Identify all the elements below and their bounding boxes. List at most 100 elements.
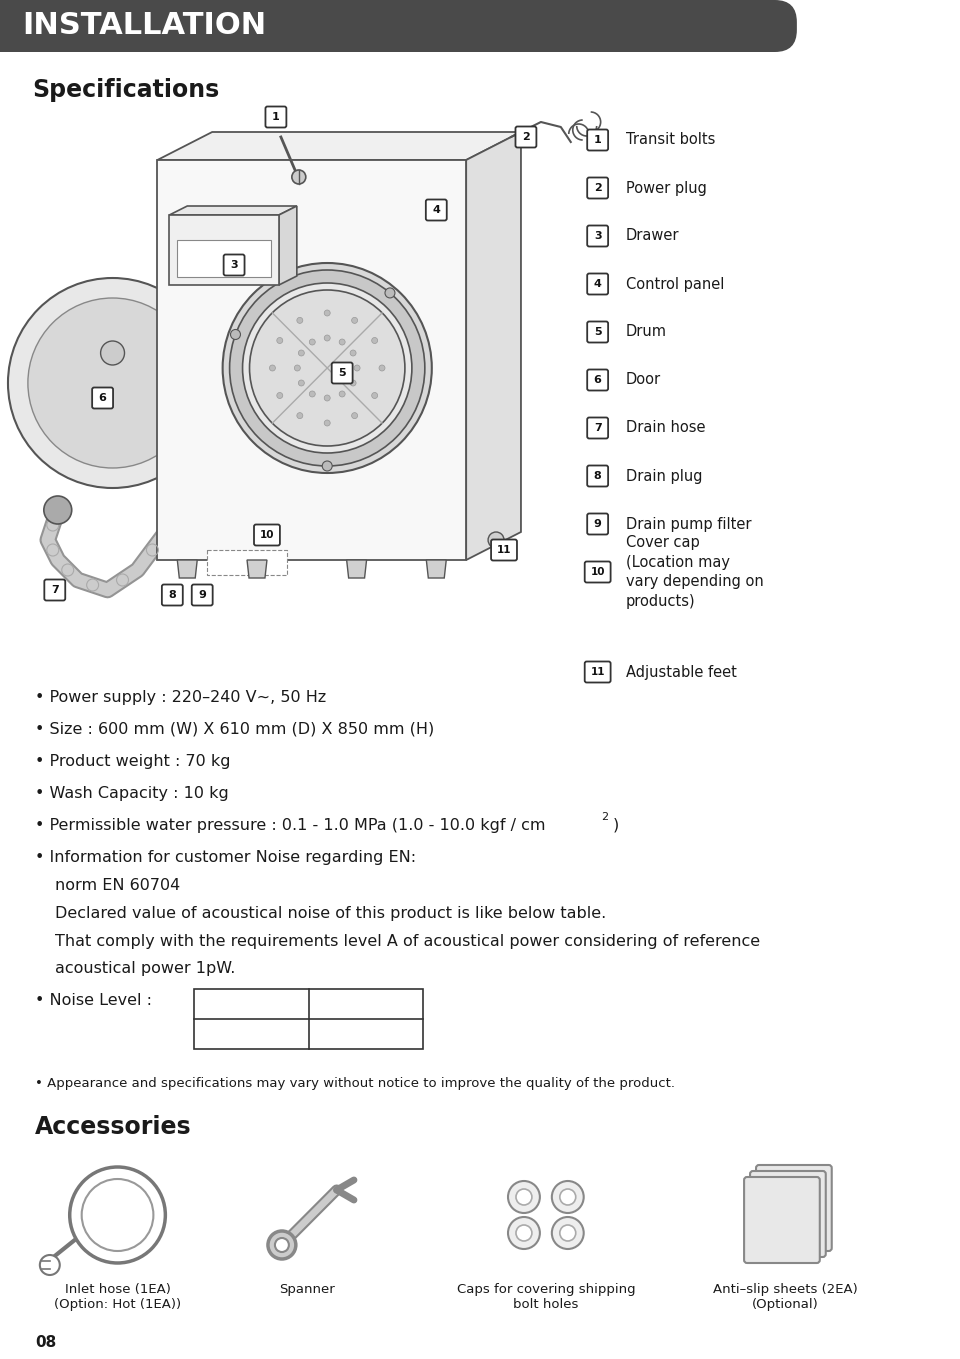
Text: acoustical power 1pW.: acoustical power 1pW. [55, 961, 235, 976]
Polygon shape [467, 132, 521, 560]
Circle shape [351, 318, 357, 323]
Circle shape [516, 1189, 532, 1205]
FancyBboxPatch shape [750, 1171, 826, 1257]
Circle shape [292, 170, 306, 183]
Circle shape [101, 341, 125, 366]
Text: 9: 9 [199, 590, 206, 601]
Circle shape [372, 393, 377, 398]
FancyBboxPatch shape [756, 1165, 831, 1252]
Circle shape [339, 391, 346, 397]
Circle shape [372, 337, 377, 344]
Text: 11: 11 [590, 667, 605, 677]
FancyBboxPatch shape [492, 540, 517, 560]
Text: • Wash Capacity : 10 kg: • Wash Capacity : 10 kg [35, 786, 228, 800]
Polygon shape [279, 207, 297, 285]
FancyBboxPatch shape [44, 579, 65, 601]
Polygon shape [247, 560, 267, 578]
Text: Transit bolts: Transit bolts [626, 132, 715, 148]
Text: 1: 1 [272, 111, 279, 122]
Circle shape [223, 264, 432, 473]
FancyBboxPatch shape [588, 226, 608, 246]
Polygon shape [169, 207, 297, 215]
Text: 5: 5 [338, 368, 346, 378]
Bar [194, 989, 423, 1049]
Circle shape [516, 1224, 532, 1241]
Text: Anti–slip sheets (2EA)
(Optional): Anti–slip sheets (2EA) (Optional) [712, 1283, 857, 1311]
Text: • Product weight : 70 kg: • Product weight : 70 kg [35, 754, 230, 769]
Circle shape [299, 351, 304, 356]
Circle shape [250, 289, 405, 446]
Text: Declared value of acoustical noise of this product is like below table.: Declared value of acoustical noise of th… [55, 906, 606, 921]
Polygon shape [178, 560, 197, 578]
Circle shape [323, 461, 332, 472]
Circle shape [243, 283, 412, 453]
Text: Caps for covering shipping
bolt holes: Caps for covering shipping bolt holes [457, 1283, 636, 1311]
FancyBboxPatch shape [585, 662, 611, 682]
Text: Wash: Wash [231, 1026, 272, 1041]
Circle shape [229, 270, 425, 466]
Text: • Noise Level :: • Noise Level : [35, 993, 152, 1008]
Text: 3: 3 [230, 260, 238, 270]
Circle shape [351, 413, 357, 419]
Text: Power plug: Power plug [626, 181, 707, 196]
Circle shape [230, 329, 240, 340]
Text: 7: 7 [594, 423, 602, 434]
Circle shape [350, 381, 356, 386]
Text: 5: 5 [594, 328, 602, 337]
Text: 8: 8 [594, 472, 602, 481]
FancyBboxPatch shape [162, 584, 182, 606]
Text: Inlet hose (1EA)
(Option: Hot (1EA)): Inlet hose (1EA) (Option: Hot (1EA)) [54, 1283, 181, 1311]
Text: Control panel: Control panel [626, 276, 724, 291]
Polygon shape [157, 160, 467, 560]
Bar [0, 0, 767, 52]
Text: Spin: Spin [349, 1026, 383, 1041]
Circle shape [299, 381, 304, 386]
FancyBboxPatch shape [266, 106, 286, 128]
Polygon shape [178, 241, 271, 277]
FancyBboxPatch shape [332, 363, 352, 383]
FancyBboxPatch shape [588, 129, 608, 151]
Circle shape [309, 391, 315, 397]
Circle shape [508, 1218, 540, 1249]
Text: That comply with the requirements level A of acoustical power considering of ref: That comply with the requirements level … [55, 934, 760, 949]
Polygon shape [169, 215, 279, 285]
Text: 55 dB(A): 55 dB(A) [218, 996, 285, 1011]
Text: Drain plug: Drain plug [626, 469, 702, 484]
Text: 6: 6 [593, 375, 602, 385]
Text: Drum: Drum [626, 325, 666, 340]
Polygon shape [426, 560, 446, 578]
FancyBboxPatch shape [254, 525, 280, 545]
Text: 8: 8 [168, 590, 177, 601]
Polygon shape [347, 560, 367, 578]
Text: Door: Door [626, 372, 660, 387]
FancyBboxPatch shape [585, 561, 611, 583]
Circle shape [560, 1224, 576, 1241]
FancyBboxPatch shape [588, 273, 608, 295]
Text: 7: 7 [51, 584, 59, 595]
FancyBboxPatch shape [588, 370, 608, 390]
Text: • Size : 600 mm (W) X 610 mm (D) X 850 mm (H): • Size : 600 mm (W) X 610 mm (D) X 850 m… [35, 722, 434, 737]
Circle shape [8, 279, 217, 488]
FancyBboxPatch shape [697, 0, 797, 52]
Text: Accessories: Accessories [35, 1114, 191, 1139]
Circle shape [324, 395, 330, 401]
Circle shape [350, 351, 356, 356]
Text: 11: 11 [496, 545, 512, 554]
Text: 9: 9 [593, 519, 602, 529]
Text: 4: 4 [432, 205, 441, 215]
FancyBboxPatch shape [588, 178, 608, 198]
Circle shape [276, 393, 283, 398]
Text: 6: 6 [99, 393, 107, 404]
Circle shape [297, 413, 302, 419]
Circle shape [28, 298, 197, 467]
Circle shape [295, 366, 300, 371]
Circle shape [275, 1238, 289, 1252]
Text: • Information for customer Noise regarding EN:: • Information for customer Noise regardi… [35, 849, 416, 864]
Circle shape [508, 1181, 540, 1214]
Circle shape [40, 1254, 60, 1275]
Circle shape [560, 1189, 576, 1205]
Text: norm EN 60704: norm EN 60704 [55, 878, 180, 893]
Polygon shape [207, 550, 287, 575]
Circle shape [379, 366, 385, 371]
Text: • Permissible water pressure : 0.1 - 1.0 MPa (1.0 - 10.0 kgf / cm: • Permissible water pressure : 0.1 - 1.0… [35, 818, 545, 833]
